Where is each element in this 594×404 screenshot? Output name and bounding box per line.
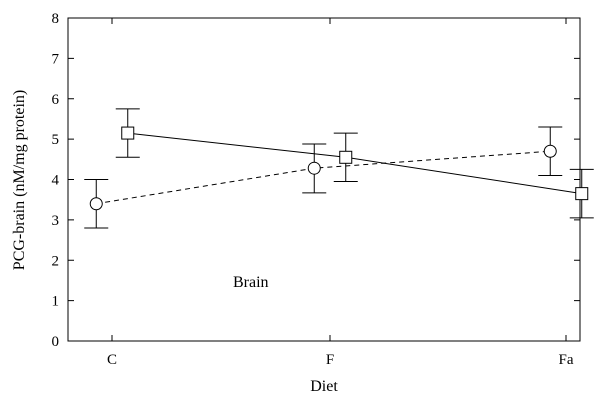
y-axis-title: PCG-brain (nM/mg protein) (11, 90, 28, 270)
data-point-circle (307, 161, 321, 175)
y-tick-label: 4 (52, 173, 60, 189)
y-tick-label: 5 (52, 132, 60, 148)
data-point-square (121, 126, 135, 140)
x-tick-label: C (107, 352, 117, 368)
data-point-circle (543, 144, 557, 158)
series-2 (115, 108, 594, 219)
data-point-square (575, 187, 589, 201)
x-axis-title: Diet (310, 378, 338, 395)
data-point-square (339, 150, 353, 164)
y-tick-label: 2 (52, 253, 60, 269)
series-layer (84, 108, 594, 229)
y-tick-label: 7 (52, 51, 60, 67)
y-tick-label: 0 (52, 334, 60, 350)
annotation-brain: Brain (233, 274, 269, 291)
series-1 (84, 126, 563, 229)
y-tick-label: 1 (52, 294, 60, 310)
data-point-circle (89, 197, 103, 211)
plot-area (67, 17, 581, 342)
x-tick-label: Fa (559, 352, 574, 368)
y-tick-label: 6 (52, 92, 60, 108)
x-tick-label: F (326, 352, 334, 368)
y-axis: 0 1 2 3 4 5 6 7 8 (52, 11, 580, 350)
series-line (96, 150, 551, 205)
x-axis: C F Fa (107, 18, 574, 368)
y-tick-label: 3 (52, 213, 60, 229)
series-line (127, 132, 582, 195)
y-tick-label: 8 (52, 11, 60, 27)
